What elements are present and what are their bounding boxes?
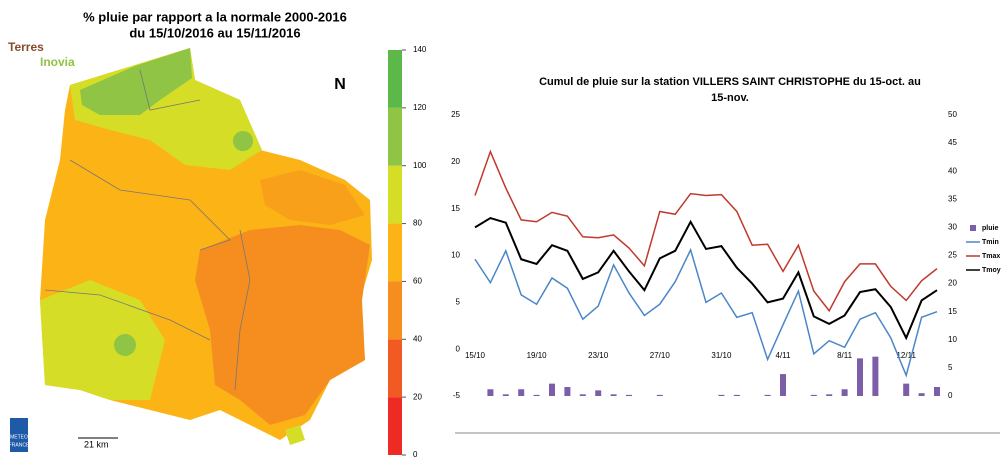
line: [474, 216, 938, 341]
colorbar-label: 0: [413, 450, 418, 459]
region: [40, 280, 165, 400]
colorbar-label: 80: [413, 219, 422, 228]
colorbar-band: [388, 223, 402, 282]
logo-text: Inovia: [40, 55, 75, 69]
credit-box: [10, 418, 28, 452]
y2-tick-label: 35: [948, 194, 957, 203]
credit: METEO: [10, 434, 28, 440]
bar: [533, 394, 540, 396]
credit: FRANCE: [9, 442, 30, 448]
region: [233, 131, 253, 151]
bar: [595, 390, 602, 396]
y2-tick-label: 25: [948, 251, 957, 260]
colorbar-band: [388, 339, 402, 398]
bar: [826, 394, 833, 396]
y2-tick-label: 40: [948, 166, 957, 175]
y2-tick-label: 5: [948, 363, 953, 372]
bar: [564, 387, 571, 396]
y2-tick-label: 50: [948, 110, 957, 119]
y2-tick-label: 0: [948, 391, 953, 400]
map-title: % pluie par rapport a la normale 2000-20…: [83, 9, 347, 24]
map: Terres Inovia N METEO FRANCE 21 km: [8, 40, 372, 452]
border: [44, 69, 251, 391]
region: [80, 48, 192, 115]
colorbar-band: [388, 397, 402, 455]
region: [114, 334, 136, 356]
bar: [764, 394, 771, 396]
x-tick-label: 27/10: [650, 351, 671, 360]
region: [195, 225, 370, 425]
colorbar-band: [388, 107, 402, 166]
x-tick-label: 15/10: [465, 351, 486, 360]
y2-tick-label: 45: [948, 138, 957, 147]
y2-tick-label: 15: [948, 307, 957, 316]
y-tick-label: -5: [453, 391, 461, 400]
x-tick-label: 23/10: [588, 351, 609, 360]
logo-text: Terres: [8, 40, 44, 54]
north-arrow: N: [334, 76, 346, 93]
y-tick-label: 0: [456, 344, 461, 353]
bar: [733, 394, 740, 396]
chart-title: Cumul de pluie sur la station VILLERS SA…: [539, 76, 921, 104]
bar: [549, 383, 555, 396]
bar: [487, 389, 494, 396]
x-tick-label: 4/11: [776, 351, 792, 360]
bar: [810, 394, 817, 396]
region: [260, 170, 365, 225]
colorbar-label: 40: [413, 334, 422, 343]
x-tick-label: 12/11: [896, 351, 916, 360]
bar: [841, 389, 848, 396]
bar: [502, 394, 509, 396]
legend-label: Tmax: [982, 253, 1000, 260]
y-tick-label: 20: [451, 157, 460, 166]
bar: [718, 394, 725, 396]
colorbar-label: 20: [413, 392, 422, 401]
bar: [857, 358, 863, 396]
y-tick-label: 15: [451, 204, 460, 213]
bar: [934, 387, 940, 396]
bar: [903, 383, 910, 396]
bar: [610, 394, 617, 396]
map-subtitle: du 15/10/2016 au 15/11/2016: [129, 25, 300, 40]
y-tick-label: 25: [451, 110, 460, 119]
x-tick-label: 19/10: [527, 351, 548, 360]
x-tick-label: 8/11: [837, 351, 853, 360]
bar: [518, 389, 525, 396]
bar: [780, 374, 786, 396]
legend-label: Tmin: [982, 239, 999, 246]
bar: [918, 393, 925, 396]
y2-tick-label: 30: [948, 223, 957, 232]
legend-label: pluie: [982, 225, 998, 232]
bar: [656, 394, 663, 396]
colorbar-label: 100: [413, 161, 427, 170]
line: [474, 247, 938, 378]
x-tick-label: 31/10: [711, 351, 732, 360]
y-tick-label: 10: [451, 251, 460, 260]
legend-swatch: [970, 225, 976, 231]
colorbar-band: [388, 50, 402, 108]
colorbar-label: 140: [413, 45, 427, 54]
colorbar-label: 120: [413, 103, 427, 112]
y2-tick-label: 10: [948, 335, 957, 344]
bar: [626, 394, 632, 396]
colorbar-band: [388, 165, 402, 224]
colorbar-label: 60: [413, 277, 422, 286]
y2-tick-label: 20: [948, 279, 957, 288]
bar: [579, 394, 586, 396]
bar: [872, 356, 879, 396]
y-tick-label: 5: [456, 297, 461, 306]
colorbar-band: [388, 281, 402, 340]
region: [285, 425, 305, 445]
legend-label: Tmoy: [982, 267, 1001, 274]
line: [474, 149, 938, 313]
scale-label: 21 km: [84, 439, 109, 449]
